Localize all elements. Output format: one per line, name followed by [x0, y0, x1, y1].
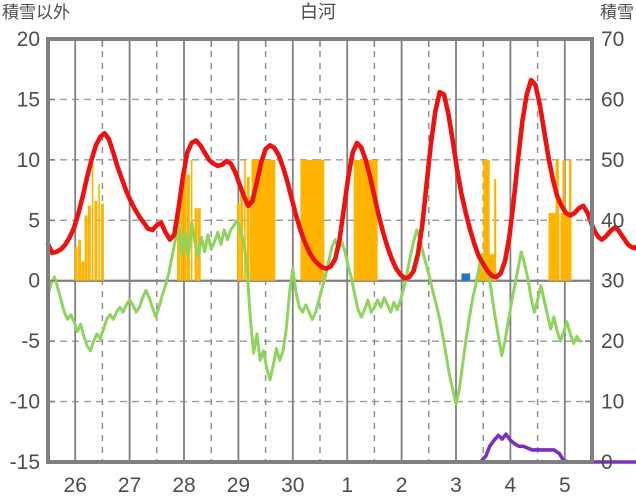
precipitation-bar [91, 164, 94, 281]
precipitation-bar [494, 179, 497, 281]
left-tick-label: 20 [17, 28, 40, 51]
precipitation-bar [84, 215, 88, 281]
left-tick-label: 15 [17, 88, 40, 111]
right-tick-label: 60 [601, 88, 624, 111]
precipitation-bar [183, 157, 187, 281]
snowfall-markers [461, 273, 471, 281]
snowfall-bar [461, 273, 471, 281]
left-tick-label: 5 [28, 209, 40, 232]
left-tick-label: 0 [28, 270, 40, 293]
precipitation-bar [74, 246, 78, 281]
x-tick-label: 27 [118, 474, 141, 497]
precipitation-bar [98, 184, 100, 281]
x-tick-label: 1 [341, 474, 353, 497]
right-tick-label: 50 [601, 149, 624, 172]
precipitation-bar [190, 159, 193, 281]
precipitation-bar [246, 176, 250, 281]
snow-depth-polyline [48, 432, 636, 464]
x-tick-label: 4 [505, 474, 517, 497]
left-tick-label: -10 [10, 391, 40, 414]
x-tick-label: 2 [396, 474, 408, 497]
right-tick-label: 10 [601, 391, 624, 414]
temperature-polyline [45, 77, 595, 281]
precipitation-bar [186, 174, 190, 281]
x-tick-label: 28 [172, 474, 195, 497]
x-tick-label: 29 [227, 474, 250, 497]
precipitation-bar [560, 213, 570, 281]
x-tick-label: 26 [64, 474, 87, 497]
precipitation-bar [300, 159, 325, 281]
temperature-polyline-tail [589, 222, 636, 251]
humidity-line [46, 218, 582, 406]
x-tick-label: 3 [450, 474, 462, 497]
left-axis-title: 積雪以外 [2, 3, 70, 23]
left-tick-label: -15 [10, 451, 40, 474]
right-tick-label: 20 [601, 330, 624, 353]
x-tick-label: 5 [559, 474, 571, 497]
precipitation-bar [100, 203, 104, 281]
temperature-line [45, 77, 636, 281]
precipitation-bar [236, 203, 240, 281]
left-tick-label: 10 [17, 149, 40, 172]
right-tick-label: 70 [601, 28, 624, 51]
precipitation-bar [548, 213, 560, 281]
precipitation-bar [78, 239, 82, 281]
right-tick-label: 30 [601, 270, 624, 293]
precipitation-bar [483, 159, 490, 281]
precipitation-bar [94, 200, 98, 281]
precipitation-bar [177, 205, 181, 281]
precipitation-bar [353, 159, 378, 281]
chart-title: 白河 [300, 2, 336, 23]
humidity-polyline [46, 218, 582, 406]
precipitation-bar [87, 205, 91, 281]
snow-depth-line [48, 432, 636, 464]
precipitation-bar [81, 261, 85, 281]
precipitation-bar [244, 159, 246, 281]
gridlines [48, 39, 592, 462]
right-tick-label: 0 [601, 451, 613, 474]
right-axis-title: 積雪 [600, 3, 634, 23]
x-tick-label: 30 [281, 474, 304, 497]
precipitation-bar [180, 188, 184, 281]
right-tick-label: 40 [601, 209, 624, 232]
precipitation-bar [251, 159, 276, 281]
precipitation-bar [569, 159, 572, 281]
left-tick-label: -5 [21, 330, 40, 353]
